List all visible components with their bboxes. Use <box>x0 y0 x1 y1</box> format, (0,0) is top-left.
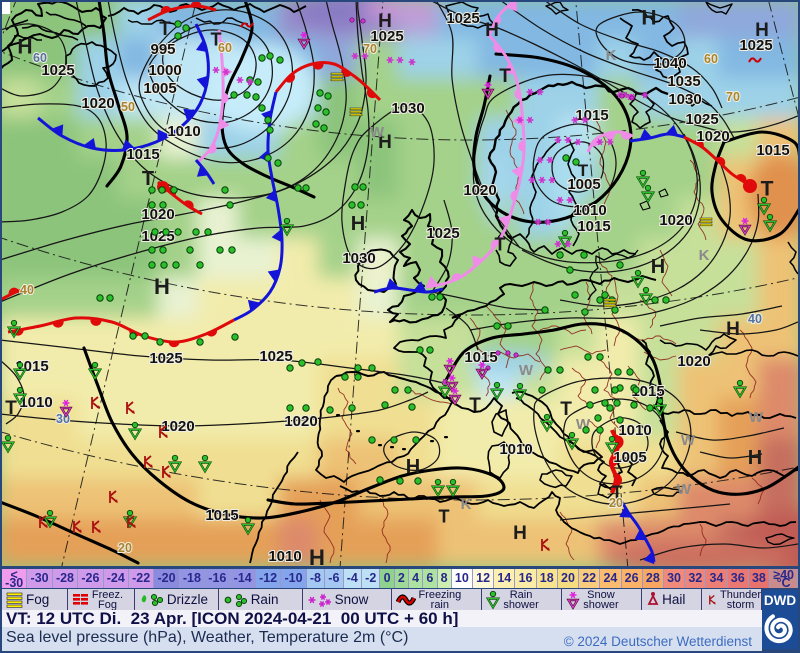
svg-text:60: 60 <box>33 51 47 65</box>
svg-text:1025: 1025 <box>41 62 74 79</box>
svg-text:1020: 1020 <box>81 95 114 112</box>
svg-text:1010: 1010 <box>268 548 301 565</box>
svg-text:1035: 1035 <box>667 73 700 90</box>
svg-text:W: W <box>677 481 692 498</box>
svg-text:1030: 1030 <box>342 250 375 267</box>
svg-text:1020: 1020 <box>463 182 496 199</box>
svg-text:20: 20 <box>609 496 623 510</box>
svg-text:1020: 1020 <box>677 353 710 370</box>
svg-text:W: W <box>519 362 534 379</box>
svg-text:50: 50 <box>121 100 135 114</box>
svg-text:W: W <box>370 124 385 141</box>
svg-text:1025: 1025 <box>685 111 718 128</box>
svg-text:T: T <box>159 19 171 40</box>
svg-text:1015: 1015 <box>577 218 610 235</box>
svg-text:H: H <box>309 545 325 566</box>
svg-text:1025: 1025 <box>426 225 459 242</box>
svg-text:1005: 1005 <box>613 449 646 466</box>
svg-text:60: 60 <box>218 41 232 55</box>
svg-text:1025: 1025 <box>739 37 772 54</box>
svg-text:H: H <box>378 132 392 153</box>
svg-text:1025: 1025 <box>446 10 479 27</box>
svg-text:1020: 1020 <box>284 413 317 430</box>
svg-text:40: 40 <box>20 283 34 297</box>
svg-text:T: T <box>469 395 481 416</box>
svg-text:T: T <box>499 66 511 87</box>
svg-text:T: T <box>439 506 450 526</box>
svg-text:1015: 1015 <box>464 349 497 366</box>
svg-text:T: T <box>560 399 572 420</box>
svg-text:T: T <box>142 168 154 190</box>
svg-text:T: T <box>495 234 506 254</box>
svg-text:H: H <box>748 447 762 469</box>
svg-text:1005: 1005 <box>143 80 176 97</box>
svg-text:20: 20 <box>118 541 132 555</box>
svg-text:T: T <box>761 178 774 201</box>
svg-text:T: T <box>578 161 589 180</box>
svg-text:70: 70 <box>363 42 377 56</box>
svg-text:40: 40 <box>748 312 762 326</box>
svg-text:H: H <box>351 213 365 235</box>
svg-text:1015: 1015 <box>631 383 664 400</box>
svg-text:H: H <box>17 36 32 59</box>
svg-text:1025: 1025 <box>370 28 403 45</box>
svg-text:1015: 1015 <box>756 142 789 159</box>
svg-text:70: 70 <box>726 90 740 104</box>
svg-text:H: H <box>755 20 769 41</box>
svg-text:1030: 1030 <box>391 100 424 117</box>
svg-text:1015: 1015 <box>126 146 159 163</box>
svg-text:H: H <box>651 256 665 278</box>
svg-text:K: K <box>461 496 472 513</box>
svg-text:H: H <box>154 274 170 299</box>
svg-text:1020: 1020 <box>659 212 692 229</box>
svg-text:T: T <box>612 482 623 502</box>
svg-text:H: H <box>513 523 527 544</box>
svg-text:T: T <box>211 29 222 49</box>
svg-text:1010: 1010 <box>499 441 532 458</box>
svg-text:1020: 1020 <box>161 418 194 435</box>
svg-text:H: H <box>378 11 392 32</box>
svg-text:W: W <box>681 432 696 449</box>
svg-text:H: H <box>641 7 656 30</box>
svg-text:1040: 1040 <box>653 55 686 72</box>
svg-text:DWD: DWD <box>764 593 796 608</box>
svg-text:1010: 1010 <box>618 422 651 439</box>
svg-text:1015: 1015 <box>575 107 608 124</box>
svg-text:H: H <box>726 319 740 340</box>
svg-text:1015: 1015 <box>205 507 238 524</box>
svg-text:T: T <box>5 398 17 419</box>
svg-text:995: 995 <box>150 41 175 58</box>
svg-text:1010: 1010 <box>573 202 606 219</box>
svg-text:H: H <box>406 456 420 478</box>
svg-text:1030: 1030 <box>668 91 701 108</box>
svg-text:1005: 1005 <box>567 176 600 193</box>
svg-text:K: K <box>699 247 710 264</box>
svg-text:1020: 1020 <box>696 128 729 145</box>
svg-text:1020: 1020 <box>141 206 174 223</box>
svg-text:1010: 1010 <box>167 123 200 140</box>
svg-text:K: K <box>606 47 617 64</box>
svg-text:H: H <box>485 20 499 41</box>
svg-text:1025: 1025 <box>259 348 292 365</box>
svg-text:60: 60 <box>704 52 718 66</box>
svg-text:W: W <box>749 409 764 426</box>
svg-text:1000: 1000 <box>148 62 181 79</box>
svg-text:1025: 1025 <box>149 350 182 367</box>
svg-text:1010: 1010 <box>19 394 52 411</box>
